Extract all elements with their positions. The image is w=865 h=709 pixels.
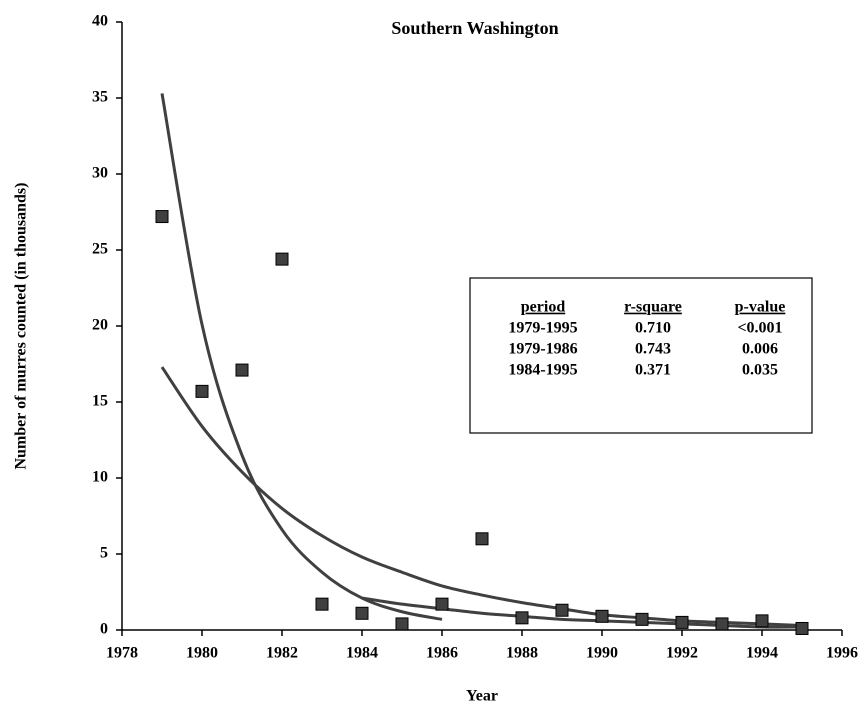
trend-line xyxy=(160,366,803,627)
table-cell: 0.710 xyxy=(635,320,671,337)
data-point xyxy=(515,611,529,625)
data-point xyxy=(195,384,209,398)
data-point xyxy=(755,614,769,628)
y-axis-label: Number of murres counted (in thousands) xyxy=(13,183,30,470)
data-point xyxy=(635,612,649,626)
table-cell: 0.371 xyxy=(635,362,671,379)
y-tick-label: 10 xyxy=(92,469,108,486)
table-header: p-value xyxy=(735,299,786,316)
data-point xyxy=(355,606,369,620)
table-cell: 1979-1995 xyxy=(508,320,577,337)
x-tick-label: 1990 xyxy=(586,645,618,662)
data-point xyxy=(555,603,569,617)
y-tick-label: 15 xyxy=(92,393,108,410)
x-tick-label: 1986 xyxy=(426,645,458,662)
x-tick-label: 1992 xyxy=(666,645,698,662)
y-tick-label: 35 xyxy=(92,89,108,106)
table-cell: 0.035 xyxy=(742,362,778,379)
data-point xyxy=(395,617,409,631)
y-tick-label: 20 xyxy=(92,317,108,334)
x-tick-label: 1984 xyxy=(346,645,378,662)
table-cell: 0.006 xyxy=(742,341,778,358)
y-tick-label: 5 xyxy=(100,545,108,562)
y-tick-label: 40 xyxy=(92,13,108,30)
data-point xyxy=(595,609,609,623)
x-tick-label: 1982 xyxy=(266,645,298,662)
x-tick-label: 1980 xyxy=(186,645,218,662)
data-point xyxy=(435,597,449,611)
data-point xyxy=(675,615,689,629)
y-tick-label: 0 xyxy=(100,621,108,638)
table-cell: 1984-1995 xyxy=(508,362,577,379)
data-point xyxy=(795,621,809,635)
data-point xyxy=(715,617,729,631)
data-point xyxy=(155,210,169,224)
stats-box xyxy=(469,277,813,434)
chart-title: Southern Washington xyxy=(391,18,558,38)
data-point xyxy=(275,252,289,266)
x-tick-label: 1978 xyxy=(106,645,138,662)
table-cell: 0.743 xyxy=(635,341,671,358)
table-header: r-square xyxy=(624,299,682,316)
table-cell: 1979-1986 xyxy=(508,341,577,358)
data-point xyxy=(475,532,489,546)
x-tick-label: 1988 xyxy=(506,645,538,662)
y-tick-label: 25 xyxy=(92,241,108,258)
y-tick-label: 30 xyxy=(92,165,108,182)
data-point xyxy=(235,363,249,377)
data-point xyxy=(315,597,329,611)
x-tick-label: 1994 xyxy=(746,645,778,662)
table-cell: <0.001 xyxy=(737,320,782,337)
x-tick-label: 1996 xyxy=(826,645,858,662)
trend-line xyxy=(160,93,443,621)
x-axis-label: Year xyxy=(466,688,498,705)
table-header: period xyxy=(521,299,566,316)
